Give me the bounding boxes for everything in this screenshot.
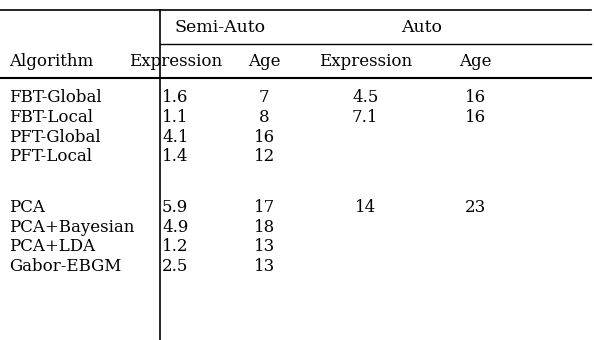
Text: 8: 8: [259, 109, 270, 126]
Text: 4.9: 4.9: [162, 219, 188, 236]
Text: 16: 16: [465, 89, 486, 106]
Text: Auto: Auto: [401, 19, 443, 36]
Text: Expression: Expression: [129, 53, 222, 70]
Text: 18: 18: [254, 219, 275, 236]
Text: 16: 16: [465, 109, 486, 126]
Text: FBT-Global: FBT-Global: [9, 89, 102, 106]
Text: 7.1: 7.1: [352, 109, 378, 126]
Text: Age: Age: [248, 53, 280, 70]
Text: Age: Age: [459, 53, 491, 70]
Text: 12: 12: [254, 148, 275, 165]
Text: PFT-Local: PFT-Local: [9, 148, 92, 165]
Text: Gabor-EBGM: Gabor-EBGM: [9, 258, 121, 275]
Text: 5.9: 5.9: [162, 199, 188, 216]
Text: 13: 13: [254, 238, 275, 255]
Text: 7: 7: [259, 89, 270, 106]
Text: 4.1: 4.1: [162, 129, 188, 146]
Text: PFT-Global: PFT-Global: [9, 129, 100, 146]
Text: 1.2: 1.2: [162, 238, 188, 255]
Text: 23: 23: [465, 199, 486, 216]
Text: 16: 16: [254, 129, 275, 146]
Text: 4.5: 4.5: [352, 89, 378, 106]
Text: PCA: PCA: [9, 199, 45, 216]
Text: PCA+Bayesian: PCA+Bayesian: [9, 219, 134, 236]
Text: 14: 14: [355, 199, 376, 216]
Text: Expression: Expression: [319, 53, 412, 70]
Text: 1.4: 1.4: [162, 148, 188, 165]
Text: 13: 13: [254, 258, 275, 275]
Text: PCA+LDA: PCA+LDA: [9, 238, 95, 255]
Text: FBT-Local: FBT-Local: [9, 109, 93, 126]
Text: 1.6: 1.6: [162, 89, 188, 106]
Text: 2.5: 2.5: [162, 258, 188, 275]
Text: Semi-Auto: Semi-Auto: [174, 19, 266, 36]
Text: 17: 17: [254, 199, 275, 216]
Text: Algorithm: Algorithm: [9, 53, 93, 70]
Text: 1.1: 1.1: [162, 109, 188, 126]
